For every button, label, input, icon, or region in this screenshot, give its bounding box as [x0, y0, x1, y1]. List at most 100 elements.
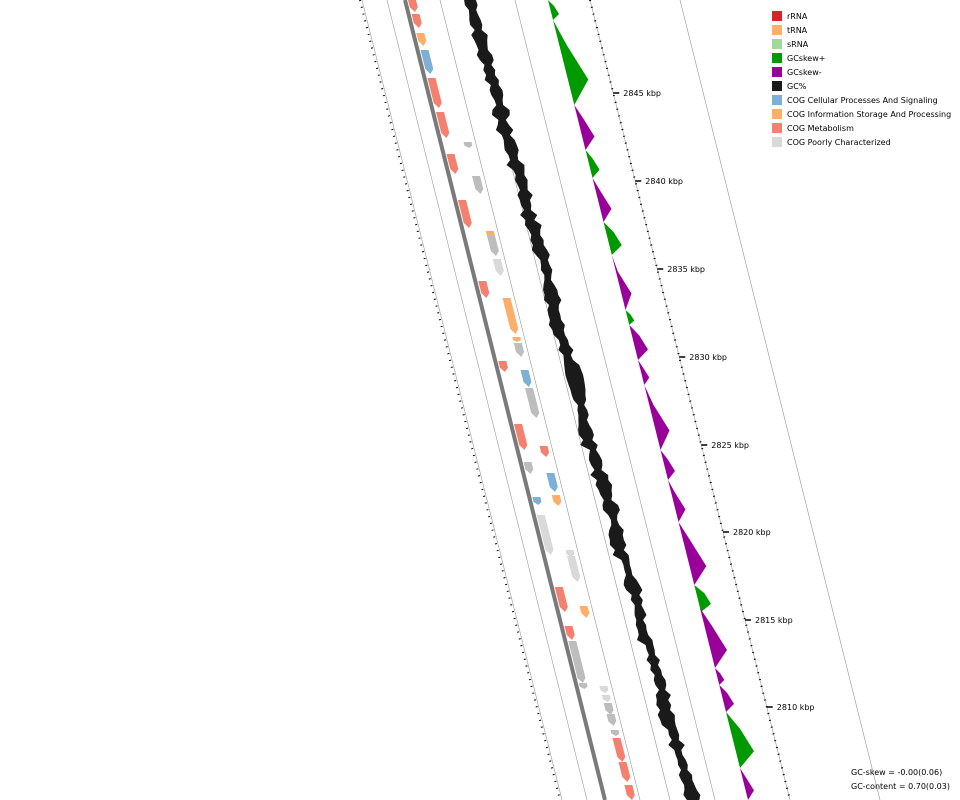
gc-skew-negative — [660, 450, 675, 480]
cog-feature — [532, 497, 542, 505]
ruler-label: 2810 kbp — [777, 703, 815, 712]
cog-feature — [512, 337, 521, 342]
cog-feature — [520, 370, 532, 387]
ruler-label: 2840 kbp — [645, 177, 683, 186]
legend-item: COG Metabolism — [772, 121, 951, 135]
cog-feature — [603, 703, 614, 715]
legend-label: COG Metabolism — [787, 123, 854, 133]
genome-backbone — [403, 0, 607, 800]
cog-feature — [525, 388, 540, 418]
legend-swatch — [772, 67, 782, 77]
cog-feature — [478, 281, 490, 298]
gc-skew-positive — [625, 310, 635, 325]
cog-feature — [601, 695, 611, 702]
ring-guide-line — [439, 0, 641, 800]
gc-skew-positive — [603, 222, 622, 255]
cog-feature — [420, 50, 434, 74]
cog-feature — [578, 683, 588, 689]
position-ruler: 2845 kbp 2840 kbp 2835 kbp 2830 kbp 2825 kbp… — [359, 0, 815, 800]
ring-guide-line — [361, 0, 563, 800]
legend-swatch — [772, 137, 782, 147]
legend-item: COG Cellular Processes And Signaling — [772, 93, 951, 107]
ruler-label: 2830 kbp — [689, 353, 727, 362]
legend-label: COG Cellular Processes And Signaling — [787, 95, 938, 105]
gc-skew-negative — [700, 608, 727, 668]
legend-label: tRNA — [787, 25, 808, 35]
legend-item: rRNA — [772, 9, 951, 23]
legend-swatch — [772, 53, 782, 63]
legend-label: rRNA — [787, 11, 808, 21]
legend-item: GC% — [772, 79, 951, 93]
cog-feature — [492, 259, 504, 276]
gc-content-stat: GC-content = 0.70(0.03) — [851, 782, 950, 791]
ring-guide-line — [589, 0, 791, 800]
legend-label: GCskew+ — [787, 53, 826, 63]
gc-skew-negative — [644, 385, 670, 450]
legend-swatch — [772, 25, 782, 35]
ring-guide-line — [386, 0, 588, 800]
gc-skew-negative — [592, 178, 612, 222]
gc-skew-positive — [553, 20, 589, 105]
stats-panel: GC-skew = -0.00(0.06) GC-content = 0.70(… — [851, 766, 950, 794]
gc-skew-stat: GC-skew = -0.00(0.06) — [851, 768, 943, 777]
legend-label: sRNA — [787, 39, 809, 49]
cog-feature — [579, 606, 590, 618]
legend-label: GC% — [787, 81, 807, 91]
gc-content-track — [464, 0, 701, 800]
ring-guide-line — [679, 0, 881, 800]
legend-item: COG Poorly Characterized — [772, 135, 951, 149]
gc-skew-negative — [638, 360, 650, 385]
gc-skew-negative — [715, 668, 725, 685]
legend-label: COG Information Storage And Processing — [787, 109, 952, 119]
cog-feature — [427, 78, 442, 108]
cog-feature — [472, 176, 484, 194]
cog-feature — [567, 556, 581, 582]
cog-feature — [536, 515, 554, 555]
gc-skew-positive — [585, 150, 600, 178]
gc-skew-negative — [719, 685, 734, 712]
legend-item: GCskew+ — [772, 51, 951, 65]
gc-skew-negative — [611, 255, 632, 310]
cog-feature — [408, 0, 418, 12]
gc-skew-negative — [629, 325, 648, 360]
ring-guide-line — [514, 0, 716, 800]
gc-skew-track — [548, 0, 754, 800]
legend-label: COG Poorly Characterized — [787, 137, 891, 147]
cog-feature — [436, 112, 450, 138]
legend-swatch — [772, 81, 782, 91]
legend-swatch — [772, 95, 782, 105]
legend: rRNA tRNA sRNA GCskew+ GCskew- GC% COG Cellula… — [772, 9, 951, 149]
cog-feature — [599, 686, 609, 693]
backbone-line — [403, 0, 607, 800]
cog-feature — [514, 424, 528, 450]
ruler-label: 2820 kbp — [733, 528, 771, 537]
cog-feature — [568, 641, 586, 683]
cog-feature — [554, 587, 568, 612]
legend-swatch — [772, 109, 782, 119]
legend-label: GCskew- — [787, 67, 822, 77]
cog-feature — [618, 762, 631, 782]
cog-feature — [546, 473, 558, 492]
legend-item: COG Information Storage And Processing — [772, 107, 951, 121]
gc-skew-negative — [574, 105, 595, 150]
cog-feature — [610, 730, 620, 736]
cog-feature — [411, 14, 422, 28]
cog-feature — [606, 714, 617, 726]
cog-feature — [612, 738, 626, 762]
ruler-label: 2845 kbp — [623, 89, 661, 98]
gc-skew-negative — [668, 480, 686, 522]
cog-feature — [458, 200, 472, 228]
gc-skew-positive — [726, 712, 754, 768]
cog-feature — [624, 785, 635, 800]
cog-feature — [463, 142, 473, 148]
gc-content-band — [464, 0, 701, 800]
gc-skew-negative — [678, 522, 707, 585]
legend-item: GCskew- — [772, 65, 951, 79]
legend-item: sRNA — [772, 37, 951, 51]
legend-swatch — [772, 11, 782, 21]
ruler-label: 2835 kbp — [667, 265, 705, 274]
cog-feature-track — [408, 0, 635, 800]
legend-swatch — [772, 123, 782, 133]
gc-skew-positive — [548, 0, 559, 20]
